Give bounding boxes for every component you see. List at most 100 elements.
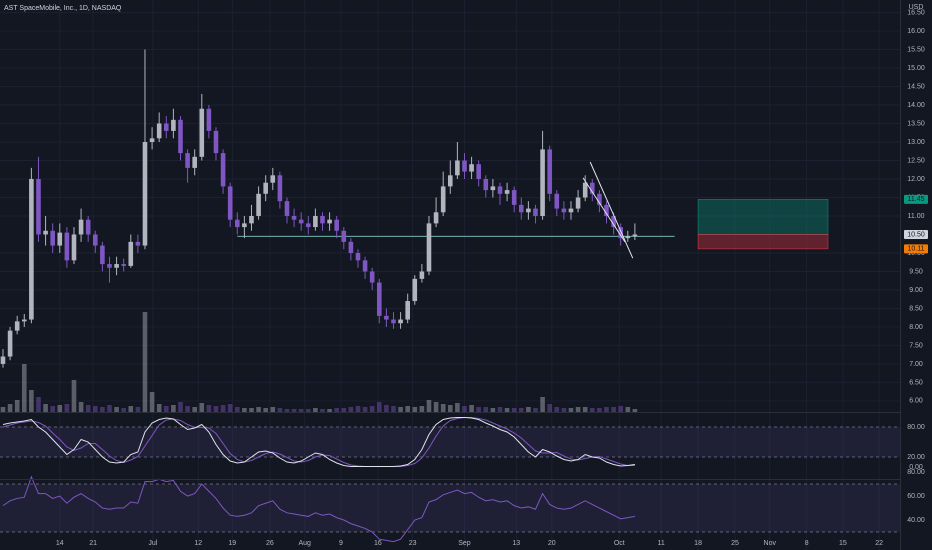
y-tick-label: 12.00 [907,176,925,183]
volume-bar [604,407,609,412]
x-tick-label: 23 [409,540,417,547]
volume-bar [156,404,162,412]
volume-bar [632,409,638,412]
candle-body [597,193,602,205]
volume-bar [398,407,403,412]
chart-title: AST SpaceMobile, Inc., 1D, NASDAQ [4,5,122,12]
currency-label: USD [909,4,924,11]
y-tick-label: 8.00 [909,324,923,331]
volume-bar [263,408,268,412]
volume-bar [611,407,616,412]
price-label: 11.45 [908,196,925,203]
candle-body [426,223,432,272]
candle-body [43,230,48,235]
candle-body [561,208,567,213]
x-tick-label: 25 [731,540,739,547]
y-tick-label: 12.50 [907,157,925,164]
candle-body [305,223,311,228]
x-tick-label: 9 [339,540,343,547]
y-tick-label: 8.50 [909,305,923,312]
volume-bar [440,404,446,412]
candle-body [398,319,403,324]
candle-body [419,271,425,279]
price-label-bg [904,244,928,254]
candle-body [611,215,616,228]
volume-bar [142,312,148,412]
candle-body [632,234,638,237]
volume-bar [348,407,354,412]
volume-bar [121,408,126,412]
candle-body [511,190,517,205]
y-tick-label: 16.50 [907,9,925,16]
volume-bar [78,402,84,412]
volume-bar [575,407,581,412]
volume-bar [618,406,623,412]
candle-body [227,186,233,220]
candle-body [36,179,41,235]
candle-body [483,179,489,191]
volume-bar [504,408,510,412]
volume-bar [185,406,190,412]
volume-bar [128,406,134,412]
candle-body [376,282,382,316]
volume-bar [483,407,489,412]
stoch-k-line [2,417,635,467]
stoch-d-line [2,417,635,467]
candle-body [100,245,105,265]
indicator-band [0,427,900,457]
candle-body [206,108,212,131]
volume-bar [107,405,112,412]
x-tick-label: 13 [512,540,520,547]
candle-body [249,215,254,224]
y-tick-label: 9.50 [909,268,923,275]
volume-bar [426,400,432,412]
volume-bar [213,406,219,412]
candle-body [298,219,304,224]
candle-body [234,219,240,228]
volume-bar [234,407,240,412]
volume-bar [114,407,119,412]
indicator-tick-label: 20.00 [907,454,925,461]
candle-body [391,319,396,324]
candle-body [156,123,162,139]
volume-bar [320,409,325,412]
volume-bar [533,408,538,412]
candle-body [533,208,538,216]
volume-bar [568,408,574,412]
candle-body [490,186,496,191]
position-target-zone [697,199,829,235]
indicator-tick-label: 80.00 [907,424,925,431]
x-tick-label: Aug [298,540,311,547]
volume-bar [334,408,339,412]
main-layer [0,49,829,543]
x-tick-label: Sep [458,540,471,547]
candle-body [57,232,63,246]
volume-bar [36,397,41,412]
candle-body [242,223,247,228]
candle-body [433,212,439,224]
volume-bar [597,408,602,412]
volume-bar [362,407,368,412]
x-tick-label: 26 [266,540,274,547]
volume-bar [540,397,545,412]
x-tick-label: 20 [548,540,556,547]
candle-body [256,193,261,216]
volume-bar [298,409,304,412]
volume-bar [43,404,48,412]
grid-layer [0,0,900,550]
price-label: 10.50 [907,231,925,238]
indicator-tick-label: 80.00 [907,469,925,476]
volume-bar [490,408,496,412]
label-layer: 14 21 Jul 12 19 26 Aug 9 16 23 Sep 13 20 Oct 11 18 25 Nov… [56,9,928,547]
candle-body [412,278,418,302]
candle-body [604,204,609,216]
volume-bar [178,402,183,412]
volume-bar [341,408,347,412]
volume-bar [206,405,212,412]
volume-bar [291,409,297,412]
candle-body [121,264,126,266]
candle-body [178,119,183,154]
x-tick-label: 16 [374,540,382,547]
volume-bar [71,380,77,412]
